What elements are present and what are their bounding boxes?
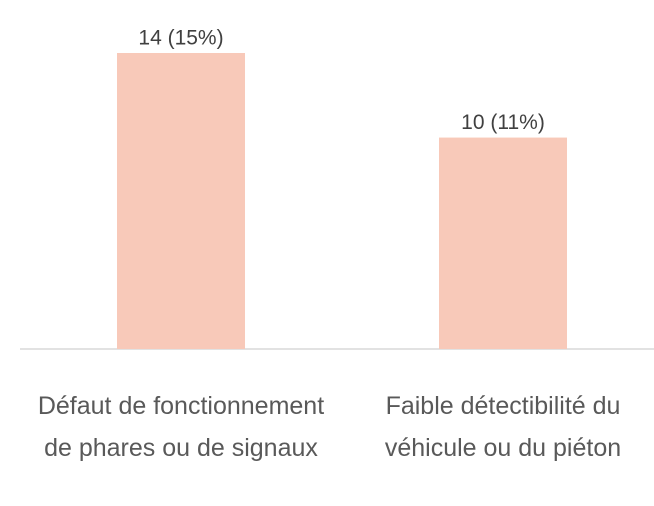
bar [117,53,245,349]
x-tick-label: Faible détectibilité du véhicule ou du pi… [385,392,621,462]
value-label: 10 (11%) [461,111,545,134]
value-label: 14 (15%) [138,27,223,50]
bar [439,137,567,349]
x-tick-label: Défaut de fonctionnement de phares ou de … [38,392,324,462]
